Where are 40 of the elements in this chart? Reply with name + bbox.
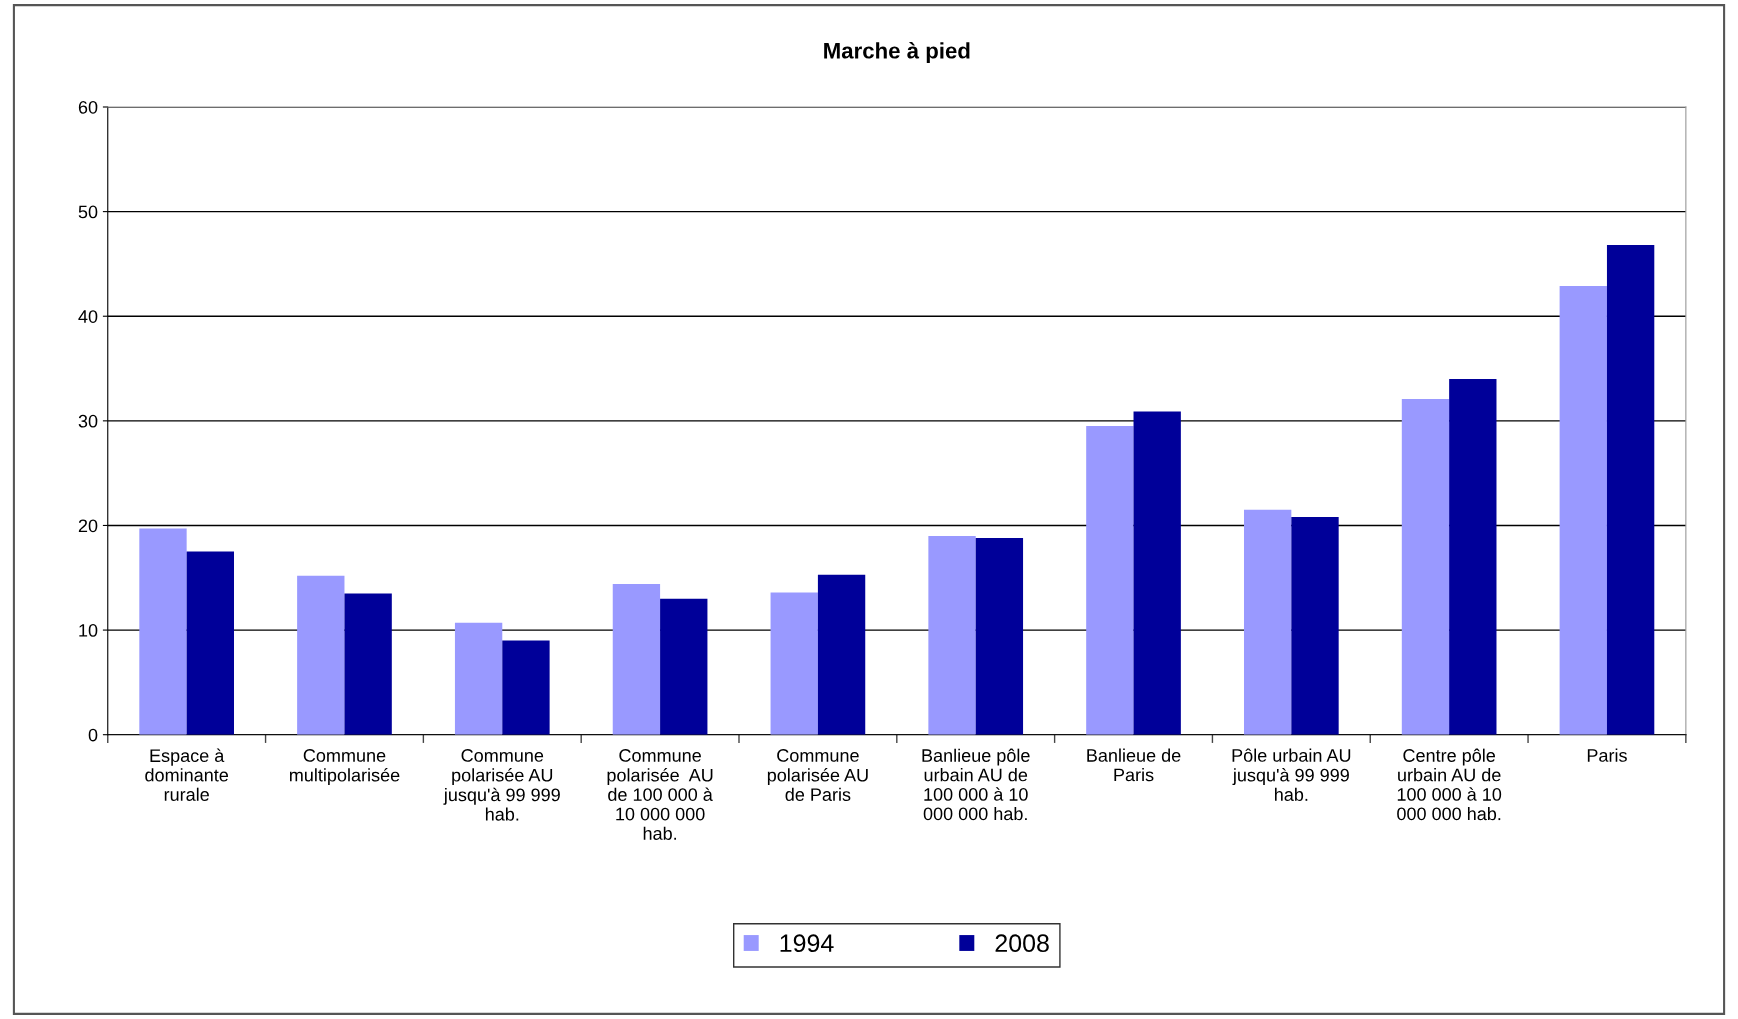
x-tick-label: Banlieue pôle urbain AU de 100 000 à 10 000 000 hab. [922,748,1030,821]
legend-label: 1994 [780,934,834,953]
bar [1449,379,1497,735]
x-tick-label: Paris [1587,748,1627,762]
bar [297,575,345,735]
x-tick-label: Centre pôle urbain AU de 100 000 à 10 000 000 hab. [1397,748,1502,821]
bar [1243,509,1292,735]
bar [1401,398,1450,735]
y-tick-label: 40 [78,310,98,323]
bar [928,535,976,735]
y-tick-label: 50 [78,205,98,219]
bar [770,592,818,735]
x-tick-label: Commune polarisée AU jusqu'à 99 999 hab. [443,749,560,821]
y-tick-label: 20 [78,519,98,533]
x-tick-label: Commune multipolarisée [289,749,400,786]
x-tick-label: Commune polarisée AU de Paris [767,749,868,801]
y-tick-label: 0 [88,728,98,742]
chart-title: Marche à pied [824,42,970,63]
bar [1559,285,1607,735]
bar [817,574,866,735]
x-tick-label: Espace à dominante rurale [145,748,229,801]
bar [344,593,392,735]
bar [612,584,661,735]
bar [1291,517,1339,735]
bar [1606,245,1655,735]
y-tick-label: 10 [79,624,98,637]
bar [186,551,234,735]
x-tick-label: Pôle urbain AU jusqu'à 99 999 hab. [1232,748,1351,801]
bar [454,622,503,735]
y-tick-label: 60 [78,100,98,114]
x-tick-label: Commune polarisée AU de 100 000 à 10 000 000 hab. [607,749,713,840]
legend-label: 2008 [995,934,1049,953]
y-tick-label: 30 [78,414,98,428]
bar [502,640,550,735]
bar [1133,411,1181,735]
x-tick-label: Banlieue de Paris [1087,748,1181,782]
bar [139,528,187,735]
bar [975,538,1024,735]
bar [660,598,708,735]
bar [1086,426,1134,735]
